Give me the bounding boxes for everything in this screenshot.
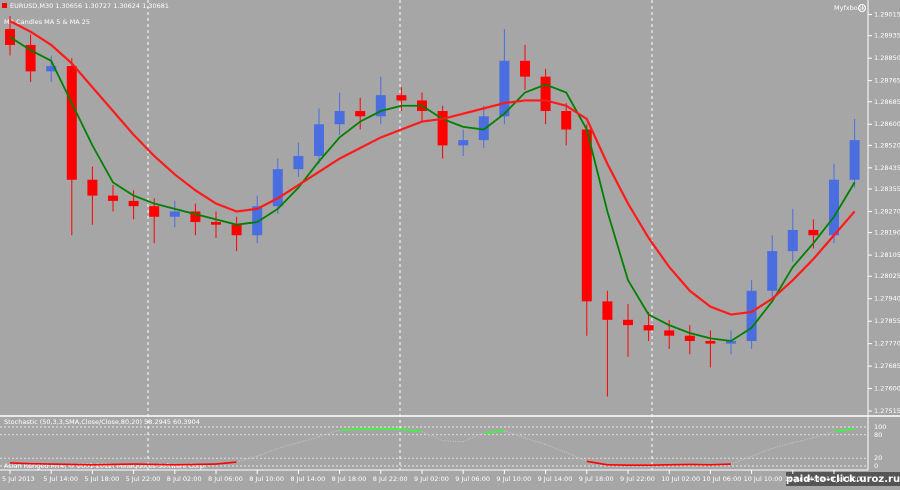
candle-body [355, 111, 365, 116]
y-tick-label: 1.28105 [874, 251, 900, 259]
candle-body [705, 341, 715, 344]
y-tick-label: 1.28850 [874, 54, 900, 62]
candle-body [602, 301, 612, 320]
x-tick-label: 10 Jul 14:00 [785, 475, 824, 483]
x-tick-label: 8 Jul 14:00 [290, 475, 325, 483]
y-tick-label: 20 [874, 454, 882, 462]
candle-body [664, 330, 674, 335]
candle-body [149, 206, 159, 217]
x-tick-label: 9 Jul 02:00 [414, 475, 449, 483]
candle-body [335, 111, 345, 124]
candle-body [561, 111, 571, 130]
candle-body [829, 180, 839, 236]
y-tick-label: 1.28435 [874, 164, 900, 172]
candle-body [808, 230, 818, 235]
candle-body [293, 156, 303, 169]
y-tick-label: 1.28270 [874, 207, 900, 215]
candle-body [582, 130, 592, 302]
x-tick-label: 5 Jul 2013 [2, 475, 35, 483]
candle-body [767, 251, 777, 291]
y-tick-label: 1.28190 [874, 229, 900, 237]
plot-background [0, 0, 868, 470]
candle-body [129, 201, 139, 206]
candle-body [644, 325, 654, 330]
stochastic-title: Stochastic (50,3,3,SMA,Close/Close,80,20… [4, 418, 200, 426]
stochastic-segment [381, 429, 402, 430]
candle-body [108, 196, 118, 201]
y-tick-label: 1.28935 [874, 32, 900, 40]
candle-body [788, 230, 798, 251]
y-tick-label: 1.28685 [874, 98, 900, 106]
candle-body [170, 211, 180, 216]
symbol-icon [2, 3, 7, 8]
candle-body [623, 320, 633, 325]
y-tick-label: 1.28600 [874, 120, 900, 128]
candle-body [747, 291, 757, 341]
candle-body [458, 140, 468, 145]
x-tick-label: 8 Jul 02:00 [167, 475, 202, 483]
candle-body [499, 61, 509, 117]
y-tick-label: 0 [874, 462, 878, 470]
x-tick-label: 8 Jul 06:00 [208, 475, 243, 483]
x-tick-label: 9 Jul 18:00 [579, 475, 614, 483]
x-tick-label: 8 Jul 18:00 [332, 475, 367, 483]
y-tick-label: 1.29015 [874, 11, 900, 19]
y-tick-label: 80 [874, 431, 882, 439]
candle-body [685, 336, 695, 341]
x-tick-label: 9 Jul 06:00 [455, 475, 490, 483]
y-tick-label: 1.28520 [874, 141, 900, 149]
y-tick-label: 1.28765 [874, 77, 900, 85]
x-tick-label: 8 Jul 22:00 [373, 475, 408, 483]
x-tick-label: 5 Jul 22:00 [126, 475, 161, 483]
y-tick-label: 1.27685 [874, 362, 900, 370]
x-tick-label: 8 Jul 10:00 [249, 475, 284, 483]
y-tick-label: 100 [874, 423, 886, 431]
y-tick-label: 1.27855 [874, 317, 900, 325]
y-tick-label: 1.27770 [874, 340, 900, 348]
x-tick-label: 5 Jul 18:00 [84, 475, 119, 483]
candle-body [541, 77, 551, 111]
x-tick-label: 9 Jul 14:00 [538, 475, 573, 483]
x-tick-label: 9 Jul 10:00 [496, 475, 531, 483]
x-tick-label: 9 Jul 22:00 [620, 475, 655, 483]
x-tick-label: 5 Jul 14:00 [43, 475, 78, 483]
x-tick-label: 10 Jul 06:00 [702, 475, 741, 483]
candle-body [211, 222, 221, 225]
chart-title: EURUSD,M30 1.30656 1.30727 1.30624 1.306… [10, 2, 169, 10]
stochastic-segment [10, 463, 31, 464]
candle-body [314, 124, 324, 156]
y-tick-label: 1.28025 [874, 272, 900, 280]
x-tick-label: 10 Jul 18:00 [826, 475, 865, 483]
y-tick-label: 1.27600 [874, 385, 900, 393]
y-tick-label: 1.27940 [874, 295, 900, 303]
candle-body [67, 66, 77, 180]
candle-body [87, 180, 97, 196]
candle-body [850, 140, 860, 180]
x-tick-label: 10 Jul 10:00 [744, 475, 783, 483]
x-tick-label: 10 Jul 02:00 [661, 475, 700, 483]
y-tick-label: 1.27515 [874, 407, 900, 415]
candle-body [396, 95, 406, 100]
y-tick-label: 1.28355 [874, 185, 900, 193]
candle-body [520, 61, 530, 77]
stochastic-segment [710, 464, 731, 465]
candle-body [232, 225, 242, 236]
